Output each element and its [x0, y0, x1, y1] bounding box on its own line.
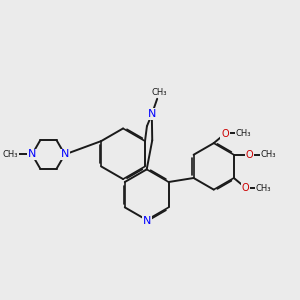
Text: N: N: [28, 149, 36, 160]
Text: O: O: [245, 150, 253, 160]
Text: CH₃: CH₃: [3, 150, 18, 159]
Text: CH₃: CH₃: [236, 128, 251, 137]
Text: N: N: [61, 149, 69, 160]
Text: CH₃: CH₃: [256, 184, 272, 193]
Text: O: O: [221, 129, 229, 139]
Text: CH₃: CH₃: [152, 88, 167, 97]
Text: O: O: [241, 182, 249, 193]
Text: N: N: [148, 109, 156, 119]
Text: N: N: [142, 216, 151, 226]
Text: CH₃: CH₃: [261, 150, 276, 159]
